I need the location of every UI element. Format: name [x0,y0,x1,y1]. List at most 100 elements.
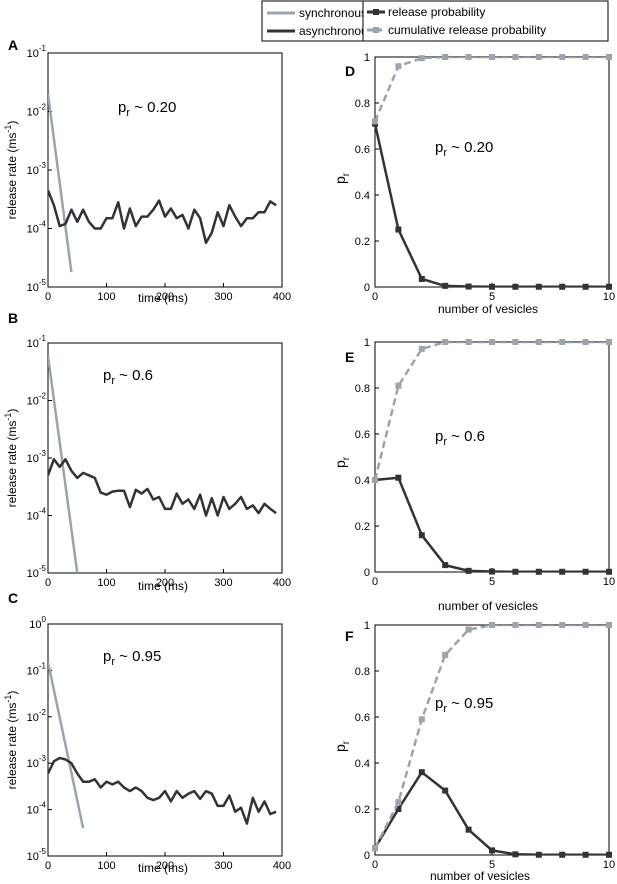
y-tick-label-c: 10-4 [27,801,47,817]
annotation-pr-f: pr ~ 0.95 [435,695,493,715]
x-axis-label-c: time (ms) [138,861,188,875]
series-line-cumulative-release-probability-d [375,57,609,122]
plot-frame-a [47,52,283,288]
panel-label-c: C [8,590,18,606]
y-tick-label-e: 0.8 [355,383,370,395]
y-tick-label-f: 0 [364,850,370,862]
y-tick-label-e: 0.6 [355,429,370,441]
marker-release-probability-d [489,283,495,290]
series-line-cumulative-release-probability-e [375,342,609,481]
marker-release-probability-e [418,532,425,539]
y-axis-label-f: pr [332,740,352,752]
marker-release-probability-d [559,283,566,290]
marker-release-probability-e [512,568,519,575]
marker-cumulative-release-probability-d [535,54,542,60]
x-tick-label-c: 300 [214,860,232,872]
panel-e: E number of vesicles pr pr ~ 0.6 0 5 10 0 0.… [332,337,615,613]
panel-label-d: D [345,63,355,79]
series-line-synchronous-release-a [48,93,73,273]
y-axis-label-b: release rate (ms-1) [3,409,19,508]
legend-marker-release-probability [373,9,379,15]
x-tick-label-c: 0 [45,860,51,872]
marker-release-probability-f [442,787,449,794]
legend-marker-cumulative [373,27,379,33]
y-tick-label-c: 10-1 [27,661,47,677]
marker-cumulative-release-probability-d [372,118,378,125]
marker-release-probability-f [582,851,589,858]
y-tick-label-c: 10-3 [27,754,47,770]
x-tick-label-a: 200 [156,291,174,303]
x-tick-label-e: 5 [489,576,495,588]
x-axis-label-f: number of vesicles [430,869,530,883]
x-tick-label-b: 0 [45,577,51,589]
y-tick-label-b: 10-4 [27,507,47,523]
marker-cumulative-release-probability-e [372,477,378,483]
marker-cumulative-release-probability-f [489,622,495,628]
annotation-pr-b: pr ~ 0.6 [103,367,153,387]
y-tick-label-e: 0.2 [355,521,370,533]
annotation-pr-e: pr ~ 0.6 [435,428,485,448]
series-line-release-probability-f [375,770,609,855]
series-line-release-probability-e [375,476,609,572]
marker-cumulative-release-probability-f [582,622,589,628]
x-tick-label-b: 200 [156,577,174,589]
panel-label-a: A [8,37,18,53]
marker-cumulative-release-probability-e [442,339,449,345]
x-tick-label-a: 100 [97,291,115,303]
marker-cumulative-release-probability-e [582,339,589,345]
marker-cumulative-release-probability-e [512,339,519,345]
x-tick-label-d: 0 [372,291,378,303]
marker-release-probability-e [489,568,495,575]
annotation-pr-c: pr ~ 0.95 [103,648,161,668]
panel-a: A time (ms) release rate (ms-1) pr ~ 0.2… [3,37,291,305]
y-tick-label-c: 100 [29,615,46,631]
marker-release-probability-f [395,806,402,812]
x-tick-label-f: 5 [489,859,495,871]
series-line-cumulative-release-probability-f [375,625,609,849]
y-tick-label-e: 0.4 [355,475,370,487]
marker-release-probability-d [395,226,402,233]
x-axis-label-e: number of vesicles [438,599,538,613]
series-line-asynchronous-release-c [48,756,277,825]
marker-release-probability-e [535,568,542,575]
y-tick-label-d: 0 [364,282,370,294]
x-axis-label-a: time (ms) [138,291,188,305]
annotation-pr-d: pr ~ 0.20 [435,139,493,159]
y-tick-label-a: 10-3 [27,161,47,177]
marker-cumulative-release-probability-d [489,54,495,60]
y-tick-label-a: 10-1 [27,44,47,60]
x-tick-label-d: 10 [603,291,615,303]
y-tick-label-e: 1 [364,337,370,349]
y-tick-label-c: 10-2 [27,708,47,724]
marker-cumulative-release-probability-f [535,622,542,628]
marker-cumulative-release-probability-e [535,339,542,345]
y-tick-label-a: 10-4 [27,220,47,236]
series-line-asynchronous-release-b [48,458,277,517]
marker-release-probability-e [465,567,472,574]
marker-release-probability-d [606,283,612,290]
marker-release-probability-e [559,568,566,575]
marker-release-probability-f [489,847,495,854]
y-tick-label-f: 0.6 [355,712,370,724]
marker-release-probability-f [559,851,566,858]
x-tick-label-c: 200 [156,860,174,872]
marker-release-probability-e [442,562,449,569]
y-axis-label-e: pr [332,456,352,468]
marker-cumulative-release-probability-d [418,55,425,62]
marker-release-probability-d [418,275,425,282]
panel-label-b: B [8,310,18,326]
legend-label-release-probability: release probability [388,5,485,19]
marker-cumulative-release-probability-e [418,345,425,352]
marker-release-probability-f [418,769,425,776]
marker-release-probability-d [512,283,519,290]
x-tick-label-a: 300 [214,291,232,303]
x-tick-label-a: 0 [45,291,51,303]
x-tick-label-e: 10 [603,576,615,588]
y-tick-label-d: 1 [364,52,370,64]
marker-cumulative-release-probability-d [512,54,519,60]
y-tick-label-b: 10-2 [27,392,47,408]
y-axis-label-c: release rate (ms-1) [3,691,19,790]
marker-release-probability-f [535,851,542,858]
y-tick-label-f: 0.4 [355,758,370,770]
